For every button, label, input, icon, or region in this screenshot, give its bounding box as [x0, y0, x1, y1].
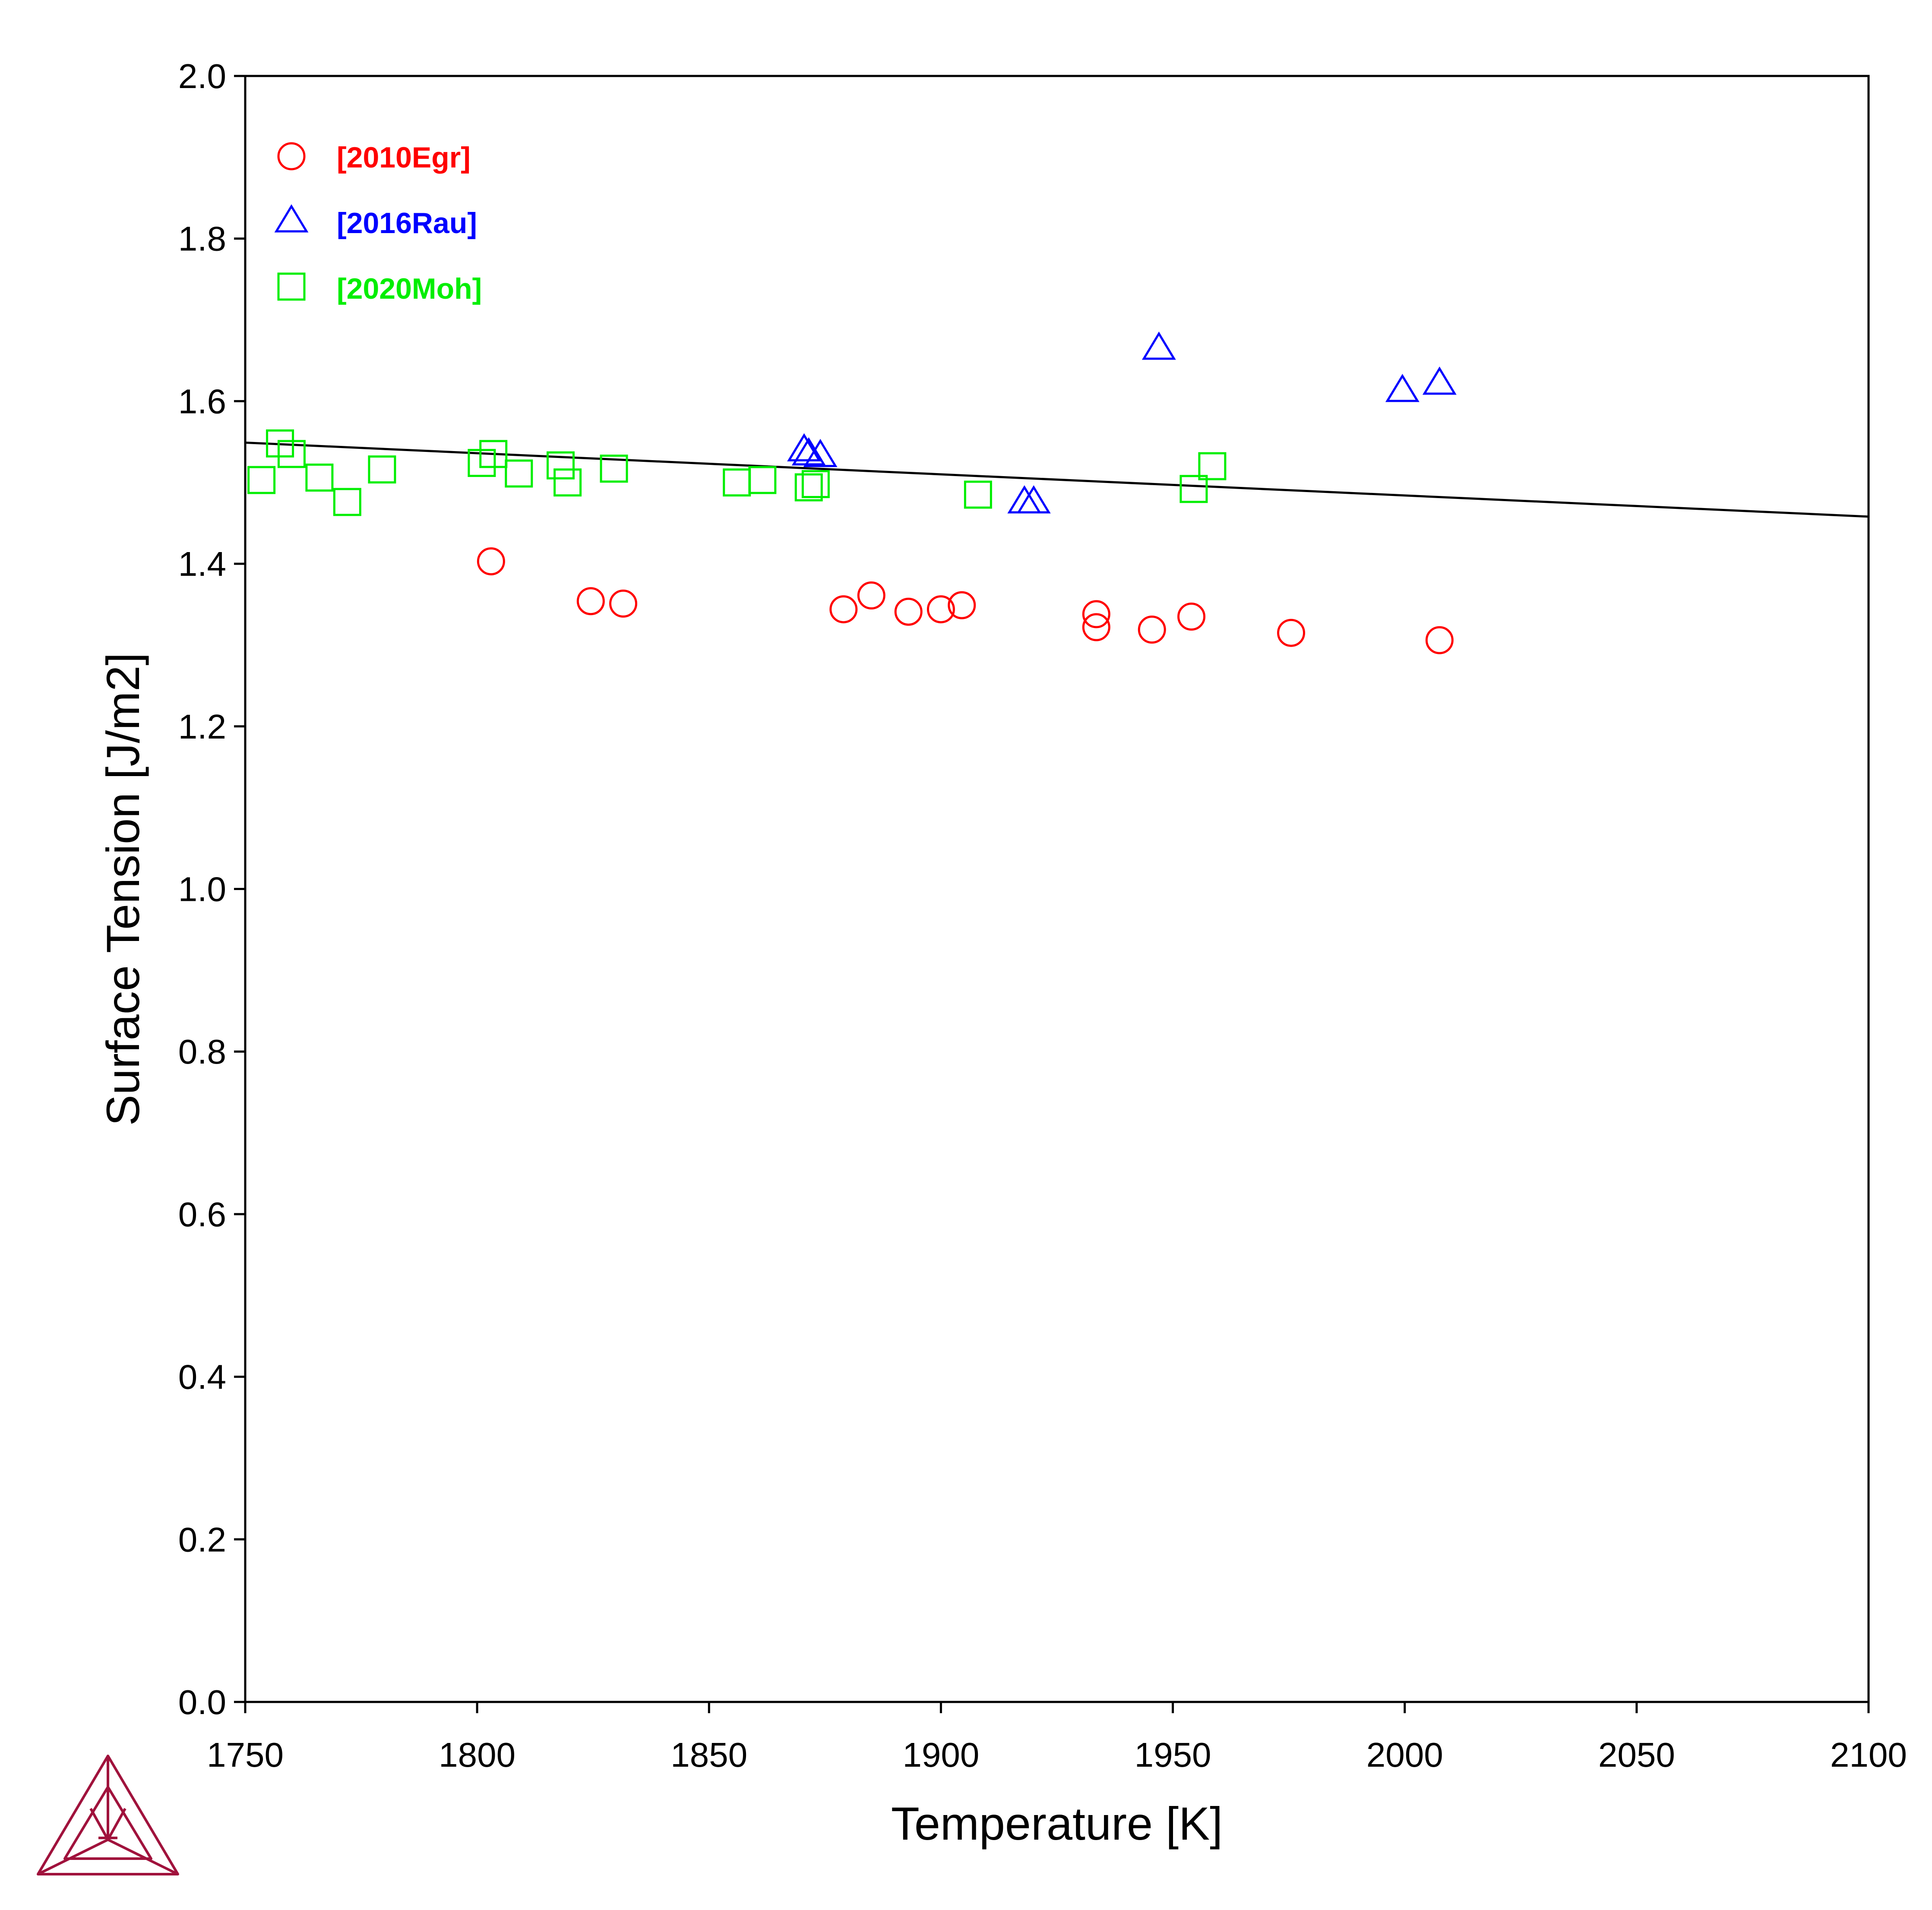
legend-label-2020moh: [2020Moh]	[337, 272, 482, 305]
y-tick-label: 0.2	[178, 1520, 226, 1559]
data-point-2016rau	[1385, 374, 1420, 402]
x-tick-label: 1800	[439, 1736, 515, 1774]
data-point-2010egr	[1082, 613, 1110, 641]
data-point-2016rau	[1141, 331, 1176, 360]
y-axis-ticks: 0.0 0.2 0.4 0.6 0.8 1.0 1.2 1.4 1.6 1.8 2.0	[178, 57, 245, 1721]
data-point-2016rau	[787, 433, 821, 461]
legend-label-2010egr: [2010Egr]	[337, 141, 471, 174]
x-axis-ticks: 1750 1800 1850 1900 1950 2000 2050 2100	[207, 1702, 1907, 1774]
data-point-2010egr	[1277, 619, 1306, 647]
data-point-2020moh	[600, 455, 628, 483]
legend-label-2016rau: [2016Rau]	[337, 207, 477, 240]
data-markers-layer	[247, 331, 1457, 654]
x-tick-label: 1750	[207, 1736, 284, 1774]
thermo-calc-logo-icon	[37, 1755, 179, 1875]
y-tick-label: 2.0	[178, 57, 226, 95]
y-tick-label: 1.6	[178, 382, 226, 420]
data-point-2016rau	[1016, 485, 1051, 514]
y-tick-label: 1.0	[178, 870, 226, 909]
data-point-2020moh	[1179, 475, 1208, 503]
data-point-2010egr	[609, 589, 638, 618]
y-tick-label: 1.8	[178, 220, 226, 258]
y-axis-title: Surface Tension [J/m2]	[97, 653, 149, 1126]
data-point-2020moh	[247, 466, 276, 494]
y-tick-label: 0.6	[178, 1195, 226, 1234]
data-point-2020moh	[333, 488, 361, 516]
data-point-2010egr	[1177, 603, 1206, 631]
data-point-2020moh	[964, 480, 992, 509]
legend-marker-2020moh	[277, 272, 306, 301]
y-tick-label: 1.2	[178, 707, 226, 746]
data-point-2020moh	[368, 455, 396, 484]
data-point-2020moh	[1198, 452, 1227, 480]
x-tick-label: 1850	[670, 1736, 747, 1774]
x-axis-title: Temperature [K]	[891, 1797, 1223, 1850]
x-tick-label: 2000	[1366, 1736, 1443, 1774]
data-point-2020moh	[553, 468, 582, 497]
data-point-2020moh	[266, 429, 294, 458]
data-point-2010egr	[926, 595, 955, 624]
legend-marker-2010egr	[277, 142, 306, 170]
data-point-2020moh	[277, 440, 306, 468]
data-point-2016rau	[1422, 366, 1457, 395]
legend: [2010Egr] [2016Rau] [2020Moh]	[274, 141, 482, 305]
x-tick-label: 2100	[1830, 1736, 1907, 1774]
data-point-2010egr	[829, 595, 858, 624]
data-point-2010egr	[857, 581, 885, 610]
data-point-2016rau	[803, 439, 838, 467]
data-point-2010egr	[1082, 600, 1110, 628]
y-tick-label: 0.0	[178, 1683, 226, 1721]
data-point-2020moh	[305, 463, 334, 492]
model-curve-line	[245, 441, 1869, 518]
x-tick-label: 1900	[902, 1736, 979, 1774]
y-tick-label: 1.4	[178, 545, 226, 583]
data-point-2010egr	[894, 597, 923, 626]
data-point-2010egr	[576, 587, 605, 616]
data-point-2020moh	[748, 466, 777, 494]
data-point-2010egr	[477, 547, 505, 575]
data-point-2020moh	[505, 459, 533, 488]
x-tick-label: 1950	[1135, 1736, 1211, 1774]
legend-marker-2016rau	[274, 204, 309, 233]
data-point-2020moh	[468, 449, 496, 477]
data-point-2010egr	[948, 591, 976, 619]
data-point-2020moh	[801, 470, 830, 499]
y-tick-label: 0.8	[178, 1032, 226, 1071]
data-point-2010egr	[1138, 616, 1166, 644]
data-point-2016rau	[791, 437, 826, 466]
model-curve-layer	[245, 441, 1869, 518]
data-point-2010egr	[1425, 626, 1454, 654]
x-tick-label: 2050	[1598, 1736, 1675, 1774]
y-tick-label: 0.4	[178, 1358, 226, 1396]
data-point-2020moh	[547, 451, 575, 480]
data-point-2020moh	[479, 440, 508, 468]
data-point-2020moh	[794, 473, 823, 502]
